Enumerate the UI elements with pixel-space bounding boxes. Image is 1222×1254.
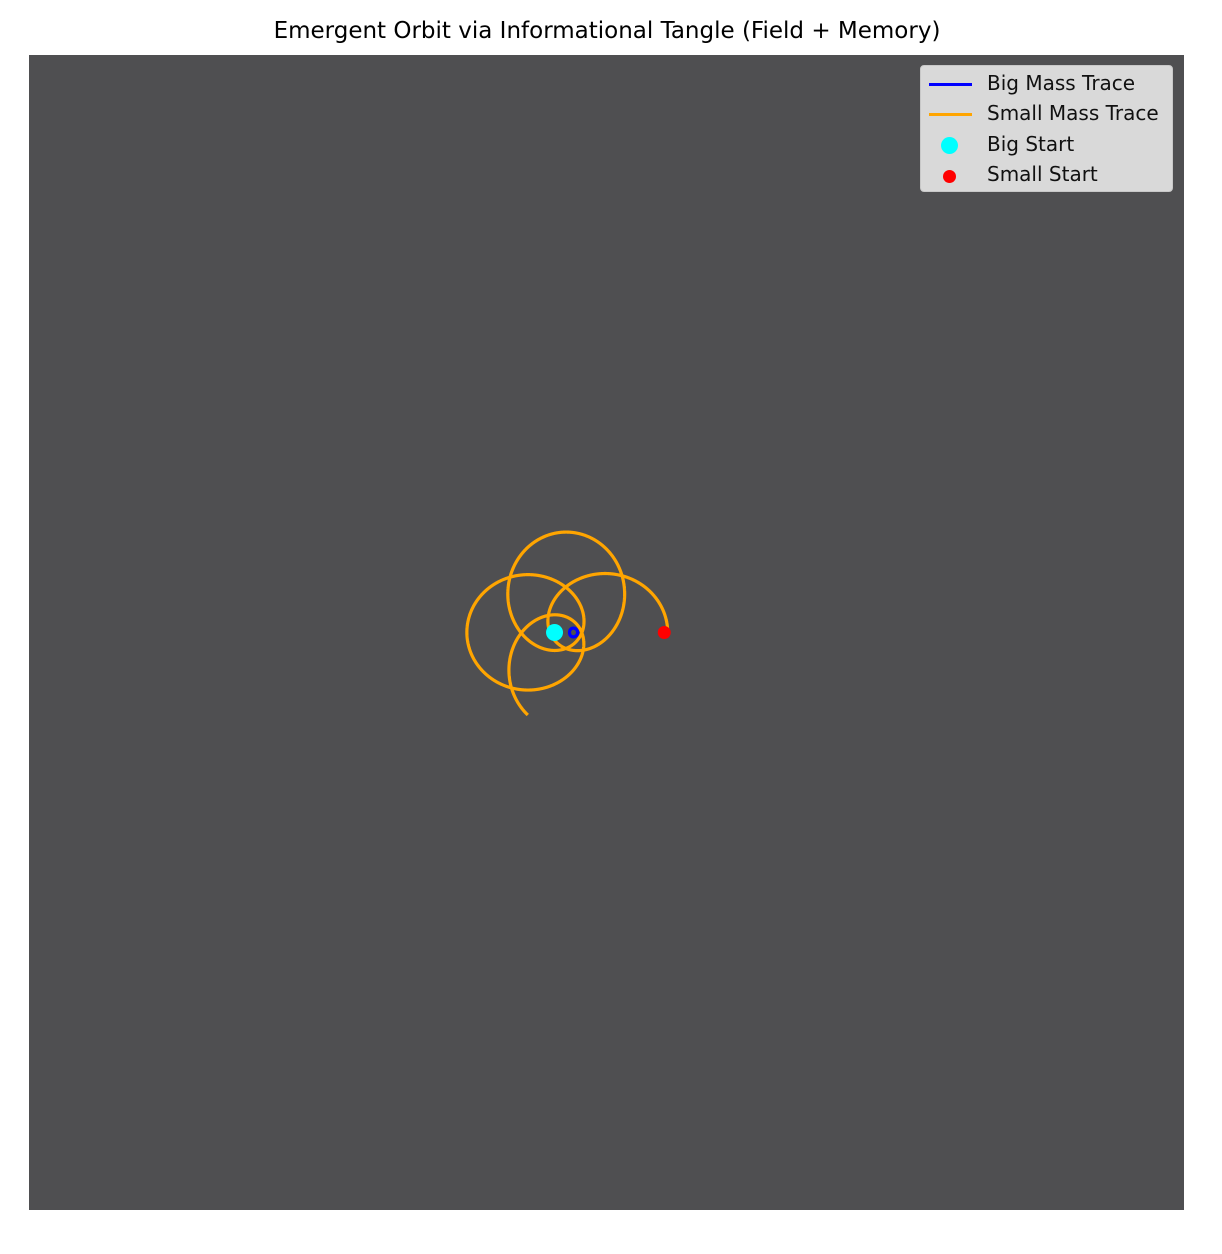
legend-swatch-small-start xyxy=(943,170,956,183)
legend-item-small-start: Small Start xyxy=(921,159,1172,189)
legend-label-small-trace: Small Mass Trace xyxy=(987,101,1159,125)
chart-title: Emergent Orbit via Informational Tangle … xyxy=(273,18,941,44)
small-start-point xyxy=(657,626,671,639)
big-mass-trace xyxy=(567,626,580,639)
legend-item-big-start: Big Start xyxy=(921,129,1172,159)
legend: Big Mass Trace Small Mass Trace Big Star… xyxy=(920,65,1173,192)
legend-label-big-start: Big Start xyxy=(987,132,1075,156)
legend-item-small-trace: Small Mass Trace xyxy=(921,98,1172,128)
trace-layer xyxy=(465,530,671,717)
plot-area xyxy=(29,55,1184,1210)
legend-label-big-trace: Big Mass Trace xyxy=(987,71,1136,95)
big-start-point xyxy=(546,624,564,641)
legend-swatch-big-trace xyxy=(929,83,972,86)
legend-label-small-start: Small Start xyxy=(987,162,1098,186)
legend-swatch-big-start xyxy=(941,137,958,154)
legend-item-big-trace: Big Mass Trace xyxy=(921,68,1172,98)
legend-swatch-small-trace xyxy=(929,113,972,116)
